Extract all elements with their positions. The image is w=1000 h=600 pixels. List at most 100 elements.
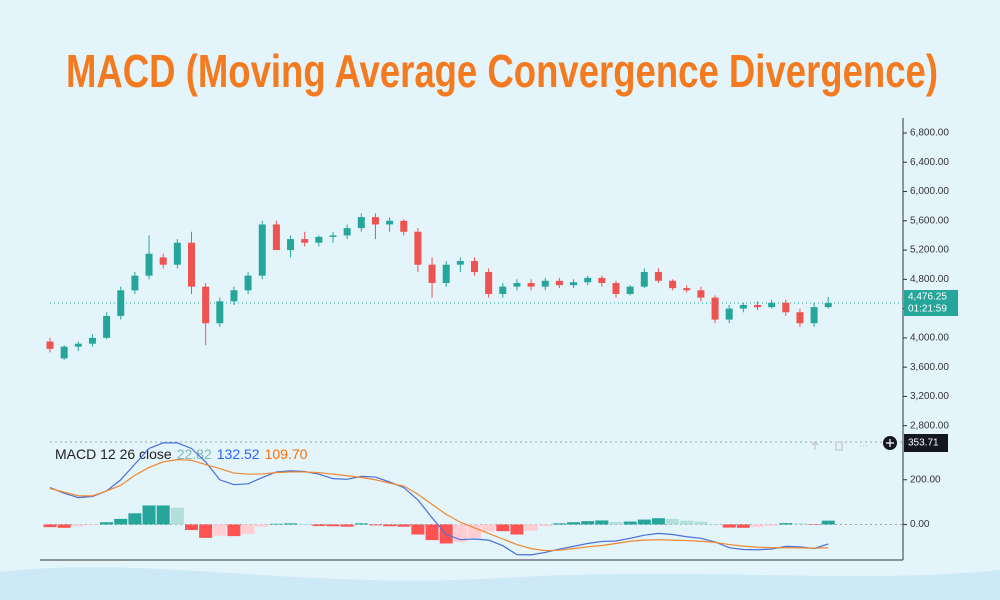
candle-body	[258, 224, 266, 276]
histogram-bar	[666, 518, 680, 525]
histogram-bar	[680, 520, 694, 525]
move-up-icon[interactable]	[811, 441, 819, 450]
candle-body	[471, 261, 478, 273]
histogram-bar	[425, 524, 439, 541]
histogram-bar	[722, 524, 736, 528]
histogram-bar	[765, 524, 779, 526]
y-tick-label: 200.00	[910, 474, 941, 485]
y-tick-label: 6,800.00	[910, 128, 949, 139]
histogram-bar	[100, 522, 114, 525]
status-label: MACD 12 26 close	[55, 446, 172, 462]
histogram-bar	[694, 521, 708, 525]
candle-body	[117, 290, 125, 316]
histogram-bar	[807, 524, 821, 525]
candle-body	[74, 343, 82, 347]
y-tick-label: 2,800.00	[910, 420, 949, 431]
background-wave	[0, 567, 1000, 600]
histogram-bar	[199, 524, 213, 538]
candle-body	[768, 302, 776, 308]
histogram-bar	[538, 524, 552, 527]
candle-body	[654, 272, 662, 281]
histogram-bar	[609, 522, 623, 525]
histogram-bar	[623, 521, 637, 525]
histogram-bar	[468, 524, 481, 538]
histogram-bar	[71, 524, 85, 527]
candle-body	[103, 315, 111, 338]
status-value: 109.70	[265, 446, 308, 462]
candle-body	[824, 303, 832, 308]
y-tick-label: 5,200.00	[910, 245, 949, 256]
candle-body	[88, 337, 96, 344]
histogram-bar	[156, 505, 170, 525]
y-tick-label: 3,600.00	[910, 362, 949, 373]
candle-body	[414, 231, 422, 265]
candle-body	[400, 220, 408, 232]
histogram-bar	[552, 523, 566, 525]
histogram-bar	[751, 524, 764, 527]
delete-icon[interactable]	[835, 441, 843, 451]
histogram-bar	[269, 523, 283, 525]
macd-line	[49, 459, 829, 552]
histogram-bar	[411, 524, 425, 535]
histogram-bar	[114, 518, 128, 525]
candle-body	[739, 304, 747, 309]
candle-body	[442, 264, 450, 283]
candle-body	[485, 272, 493, 294]
candle-body	[640, 272, 648, 287]
y-tick-label: 5,600.00	[910, 215, 949, 226]
histogram-bar	[85, 524, 99, 526]
candle-body	[131, 275, 139, 291]
candle-body	[584, 277, 592, 283]
candle-body	[810, 307, 818, 324]
histogram-bar	[510, 524, 524, 535]
histogram-bar	[241, 524, 255, 535]
candle-body	[329, 235, 337, 237]
candle-body	[555, 280, 563, 286]
crosshair-label: 353.71	[908, 438, 939, 449]
candle-body	[272, 224, 280, 251]
status-value: 22.82	[177, 446, 212, 462]
histogram-bar	[298, 524, 312, 525]
candle-body	[697, 290, 705, 298]
candle-body	[782, 302, 790, 313]
histogram-bar	[284, 523, 298, 525]
histogram-bar	[383, 524, 397, 527]
candle-body	[244, 275, 252, 291]
histogram-bar	[793, 523, 807, 525]
histogram-bar	[397, 524, 411, 527]
histogram-bar	[185, 524, 198, 531]
histogram-bar	[340, 524, 354, 527]
last-price-label: 4,476.25	[908, 292, 947, 303]
histogram-bar	[482, 524, 496, 532]
histogram-bar	[368, 524, 382, 526]
y-tick-label: 4,800.00	[910, 274, 949, 285]
last-price-box	[904, 290, 958, 317]
candle-body	[173, 242, 181, 265]
candle-body	[626, 286, 634, 294]
y-tick-label: 3,200.00	[910, 391, 949, 402]
candle-body	[428, 264, 436, 283]
candle-body	[159, 257, 167, 265]
candle-body	[527, 282, 535, 287]
candle-body	[46, 341, 54, 349]
histogram-bar	[43, 524, 57, 528]
candle-body	[796, 312, 804, 324]
histogram-bar	[708, 524, 722, 525]
histogram-bar	[567, 522, 581, 525]
candle-body	[711, 297, 719, 320]
candle-body	[202, 286, 210, 324]
candle-body	[145, 253, 153, 276]
candle-body	[287, 239, 295, 251]
histogram-bar	[255, 524, 269, 527]
candle-body	[598, 277, 606, 283]
histogram-bar	[128, 513, 142, 525]
histogram-bar	[651, 518, 665, 525]
candle-body	[343, 228, 351, 236]
y-tick-label: 6,400.00	[910, 157, 949, 168]
candle-body	[499, 286, 507, 294]
histogram-bar	[213, 524, 227, 536]
pane-icons	[811, 441, 867, 451]
candle-body	[513, 282, 521, 287]
histogram-bar	[170, 507, 184, 525]
